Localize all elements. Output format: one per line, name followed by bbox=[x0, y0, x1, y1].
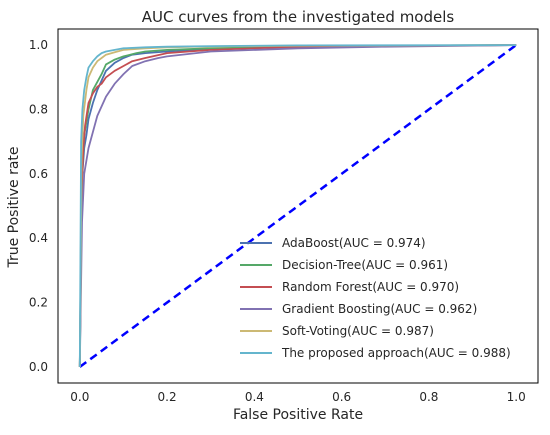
chart-title: AUC curves from the investigated models bbox=[142, 8, 455, 26]
plot-frame bbox=[57, 28, 539, 384]
y-tick-label: 1.0 bbox=[29, 38, 48, 52]
x-tick-label: 0.2 bbox=[158, 390, 177, 404]
y-tick-label: 0.6 bbox=[29, 167, 48, 181]
legend-label: Random Forest(AUC = 0.970) bbox=[282, 280, 459, 294]
x-tick-label: 0.4 bbox=[245, 390, 264, 404]
x-tick-label: 0.6 bbox=[332, 390, 351, 404]
plot-area: 0.0 0.2 0.4 0.6 0.8 1.0 0.0 0.2 0.4 0.6 0.8 1.0 bbox=[29, 28, 539, 404]
y-tick-label: 0.2 bbox=[29, 296, 48, 310]
y-axis-label: True Positive rate bbox=[6, 146, 22, 268]
legend-label: AdaBoost(AUC = 0.974) bbox=[282, 236, 426, 250]
x-tick-label: 0.0 bbox=[70, 390, 89, 404]
roc-series-line-3 bbox=[78, 44, 517, 367]
y-tick-label: 0.0 bbox=[29, 360, 48, 374]
legend: AdaBoost(AUC = 0.974) Decision-Tree(AUC =… bbox=[240, 236, 511, 360]
y-tick-label: 0.4 bbox=[29, 231, 48, 245]
x-axis-label: False Positive Rate bbox=[233, 407, 363, 423]
legend-label: Soft-Voting(AUC = 0.987) bbox=[282, 324, 434, 338]
x-tick-label: 0.8 bbox=[419, 390, 438, 404]
roc-series-line-2 bbox=[78, 44, 517, 367]
legend-label: Decision-Tree(AUC = 0.961) bbox=[282, 258, 448, 272]
y-tick-label: 0.8 bbox=[29, 102, 48, 116]
x-tick-label: 1.0 bbox=[507, 390, 526, 404]
legend-label: Gradient Boosting(AUC = 0.962) bbox=[282, 302, 477, 316]
chance-diagonal-line bbox=[79, 44, 517, 368]
legend-label: The proposed approach(AUC = 0.988) bbox=[281, 346, 511, 360]
roc-series-line-5 bbox=[78, 44, 517, 367]
